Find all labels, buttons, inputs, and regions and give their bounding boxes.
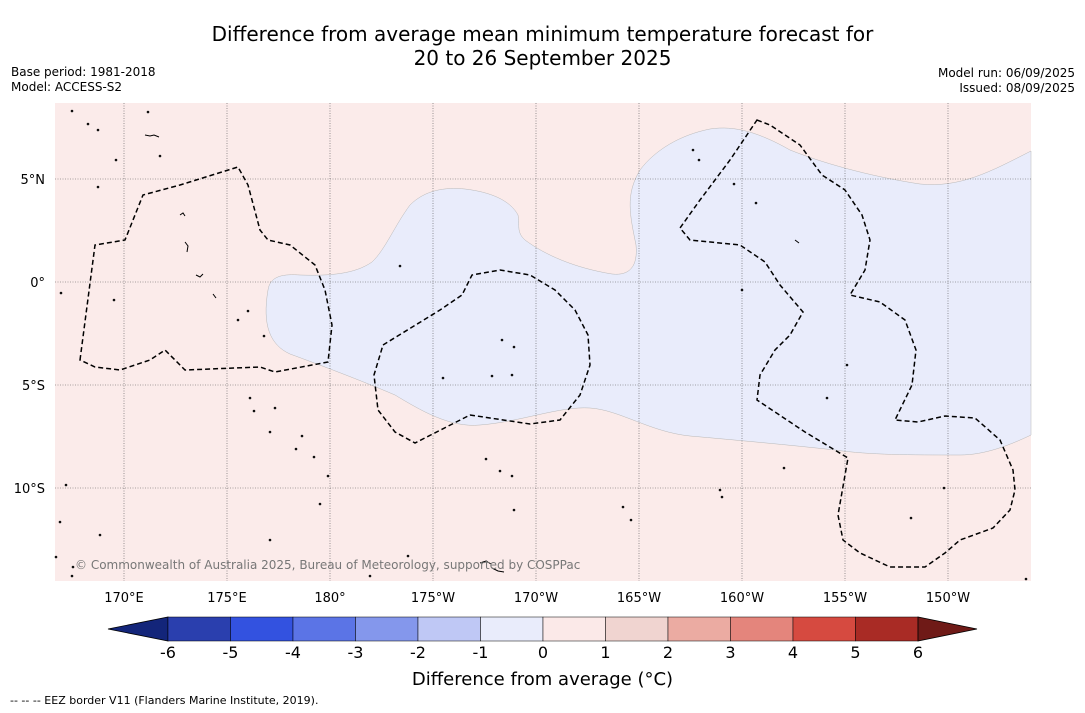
copyright-notice: © Commonwealth of Australia 2025, Bureau…: [75, 558, 581, 572]
colorbar-tick-label: -5: [223, 643, 239, 662]
metadata-right: Model run: 06/09/2025 Issued: 08/09/2025: [938, 66, 1075, 96]
colorbar-tick-label: 4: [788, 643, 798, 662]
colorbar-swatch: [792, 616, 856, 642]
eez-footnote: -- -- -- EEZ border V11 (Flanders Marine…: [10, 694, 319, 707]
lat-label-5n: 5°N: [21, 173, 46, 188]
colorbar-swatch: [542, 616, 606, 642]
lon-label-170e: 170°E: [104, 591, 144, 606]
lon-label-175e: 175°E: [207, 591, 247, 606]
colorbar-swatch: [855, 616, 919, 642]
colorbar-tick-label: 5: [850, 643, 860, 662]
lon-label-155w: 155°W: [823, 591, 867, 606]
colorbar-tick-label: 6: [913, 643, 923, 662]
eez-borders: [79, 119, 1016, 568]
islands: [54, 109, 1028, 581]
colorbar-swatch: [355, 616, 419, 642]
model-run: Model run: 06/09/2025: [937, 66, 1075, 80]
colorbar-tick-label: -6: [160, 643, 176, 662]
negative-anomaly-region: [265, 127, 1032, 456]
colorbar-tick-label: 3: [725, 643, 735, 662]
lon-label-180: 180°: [314, 591, 345, 606]
eez-border-phoenix: [373, 269, 591, 444]
colorbar-tick-label: -3: [348, 643, 364, 662]
lon-label-150w: 150°W: [926, 591, 970, 606]
colorbar-tick-label: -4: [285, 643, 301, 662]
colorbar-tick-label: 1: [600, 643, 610, 662]
map-title: Difference from average mean minimum tem…: [0, 22, 1085, 70]
lat-gridlines: [55, 178, 1031, 489]
eez-border-line-islands: [679, 119, 1016, 568]
colorbar-tick-label: 2: [663, 643, 673, 662]
colorbar-swatch: [292, 616, 356, 642]
colorbar-extend-high: [917, 616, 978, 642]
colorbar-tick-label: -2: [410, 643, 426, 662]
colorbar-tick-label: -1: [473, 643, 489, 662]
lon-label-170w: 170°W: [514, 591, 558, 606]
lon-label-165w: 165°W: [617, 591, 661, 606]
colorbar-swatch: [417, 616, 481, 642]
model-name: Model: ACCESS-S2: [11, 80, 123, 94]
title-line-1: Difference from average mean minimum tem…: [211, 22, 874, 46]
colorbar-swatch: [480, 616, 544, 642]
lon-label-160w: 160°W: [720, 591, 764, 606]
colorbar-swatch: [167, 616, 231, 642]
colorbar-extend-low: [107, 616, 169, 642]
base-period: Base period: 1981-2018: [11, 65, 156, 79]
colorbar-tick-label: 0: [538, 643, 548, 662]
issued-date: Issued: 08/09/2025: [959, 81, 1075, 95]
lon-gridlines: [123, 103, 949, 581]
colorbar-swatch: [667, 616, 731, 642]
title-line-2: 20 to 26 September 2025: [413, 46, 672, 70]
lon-label-175w: 175°W: [411, 591, 455, 606]
lat-label-5s: 5°S: [22, 379, 45, 394]
lat-label-0: 0°: [30, 276, 45, 291]
colorbar-swatch: [730, 616, 794, 642]
lat-label-10s: 10°S: [14, 482, 45, 497]
colorbar-title: Difference from average (°C): [411, 669, 674, 690]
eez-border-kiribati-gilbert: [79, 166, 333, 373]
colorbar-swatch: [605, 616, 669, 642]
metadata-left: Base period: 1981-2018 Model: ACCESS-S2: [11, 65, 156, 95]
colorbar-swatch: [230, 616, 294, 642]
colorbar: -6 -5 -4 -3 -2 -1 0 1 2 3 4 5 6: [107, 616, 978, 662]
